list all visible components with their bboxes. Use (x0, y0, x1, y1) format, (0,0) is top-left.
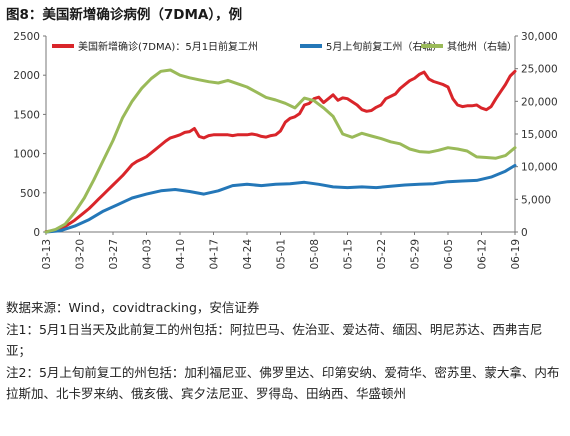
source-note: 数据来源：Wind，covidtracking，安信证券 (6, 300, 260, 315)
x-tick-label: 04-24 (242, 239, 254, 270)
x-tick-label: 03-27 (108, 239, 120, 270)
x-tick-label: 06-05 (443, 239, 455, 270)
line-chart: 0 500 1000 1500 2000 2500 0 5,000 10,000 15,000 20… (13, 31, 558, 270)
right-tick-label: 30,000 (521, 31, 558, 43)
right-tick-label: 10,000 (521, 162, 558, 174)
right-tick-label: 0 (521, 227, 528, 239)
series-line-2 (44, 68, 517, 234)
legend-label-2: 其他州（右轴） (447, 40, 517, 53)
x-tick-label: 06-19 (510, 239, 522, 270)
legend-label-1: 5月上旬前复工州（右轴） (326, 40, 442, 53)
x-tick-label: 04-10 (175, 239, 187, 270)
right-tick-label: 25,000 (521, 64, 558, 76)
x-tick-label: 05-01 (276, 239, 288, 270)
left-tick-label: 1500 (13, 109, 40, 121)
x-tick-label: 05-08 (309, 239, 321, 270)
left-tick-label: 0 (33, 227, 40, 239)
right-tick-label: 20,000 (521, 96, 558, 108)
right-tick-label: 5,000 (521, 194, 551, 206)
note-1: 注1：5月1日当天及此前复工的州包括：阿拉巴马、佐治亚、爱达荷、缅因、明尼苏达、… (6, 321, 543, 359)
x-tick-label: 03-13 (41, 239, 53, 270)
x-tick-label: 05-22 (376, 239, 388, 270)
legend-label-0: 美国新增确诊(7DMA)：5月1日前复工州 (78, 40, 258, 53)
x-tick-label: 04-03 (142, 239, 154, 270)
x-tick-label: 06-12 (477, 239, 489, 270)
series-line-1 (44, 163, 517, 234)
note-2: 注2：5月上旬前复工的州包括：加利福尼亚、佛罗里达、印第安纳、爱荷华、密苏里、蒙… (6, 364, 560, 402)
x-tick-label: 03-20 (75, 239, 87, 270)
chart-notes: 数据来源：Wind，covidtracking，安信证券 注1：5月1日当天及此… (6, 297, 564, 405)
x-tick-label: 05-29 (410, 239, 422, 270)
left-tick-label: 1000 (13, 149, 40, 161)
series-line-0 (44, 69, 517, 234)
left-tick-label: 500 (20, 188, 40, 200)
left-tick-label: 2500 (13, 31, 40, 43)
chart-title: 图8：美国新增确诊病例（7DMA），例 (6, 7, 243, 23)
right-tick-label: 15,000 (521, 129, 558, 141)
x-tick-label: 04-17 (209, 239, 221, 270)
left-tick-label: 2000 (13, 70, 40, 82)
x-tick-label: 05-15 (343, 239, 355, 270)
